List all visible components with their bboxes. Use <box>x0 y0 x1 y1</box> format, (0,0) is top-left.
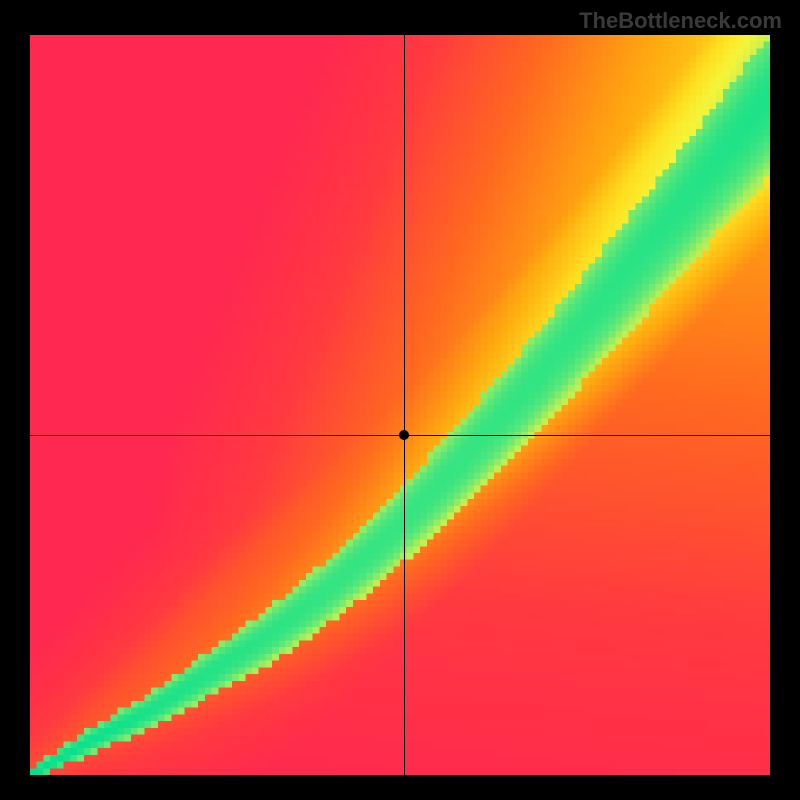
heatmap-canvas <box>30 35 770 775</box>
bottleneck-heatmap <box>30 35 770 775</box>
crosshair-vertical <box>404 35 405 775</box>
watermark-text: TheBottleneck.com <box>579 8 782 34</box>
data-point-marker <box>399 430 409 440</box>
